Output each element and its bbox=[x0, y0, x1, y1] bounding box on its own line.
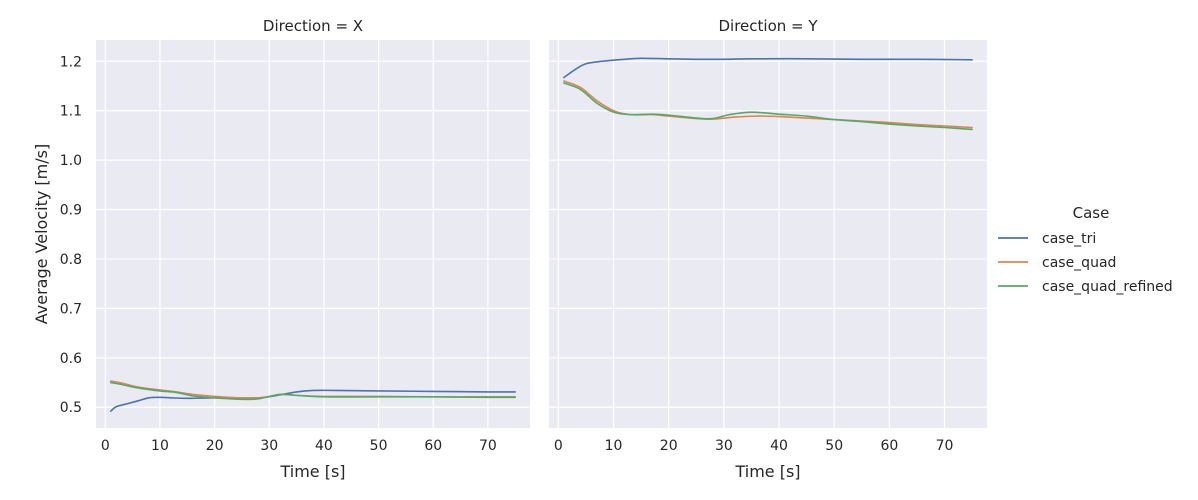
y-tick-label-0.6: 0.6 bbox=[60, 351, 82, 367]
y-tick-label-0.8: 0.8 bbox=[60, 252, 82, 268]
legend-title: Case bbox=[1073, 204, 1110, 222]
x-ticks-x: 0 10 20 30 40 50 60 70 bbox=[101, 438, 497, 454]
y-tick-label-1: 1.0 bbox=[60, 153, 82, 169]
y-tick-label-1.1: 1.1 bbox=[60, 104, 82, 120]
legend-label-case-tri: case_tri bbox=[1042, 231, 1096, 247]
x-tick-label-30: 30 bbox=[715, 438, 733, 454]
x-tick-label-60: 60 bbox=[880, 438, 898, 454]
lines-x bbox=[109, 380, 517, 412]
plot-area-y bbox=[549, 40, 987, 428]
x-axis-label-y: Time [s] bbox=[734, 462, 800, 481]
y-tick-label-0.5: 0.5 bbox=[60, 400, 82, 416]
x-tick-label-30: 30 bbox=[260, 438, 278, 454]
x-tick-label-20: 20 bbox=[206, 438, 224, 454]
legend-items: case_tri case_quad case_quad_refined bbox=[998, 231, 1173, 295]
facet-title-x: Direction = X bbox=[263, 17, 363, 35]
x-tick-label-60: 60 bbox=[424, 438, 442, 454]
panel-direction-x: Direction = X 0 10 20 30 40 50 60 70 0.50.60.70… bbox=[60, 17, 530, 481]
x-tick-label-0: 0 bbox=[101, 438, 110, 454]
plot-area-x bbox=[96, 40, 530, 428]
x-tick-label-40: 40 bbox=[770, 438, 788, 454]
series-line-case-quad-refined-x bbox=[109, 381, 517, 401]
facet-title-y: Direction = Y bbox=[718, 17, 818, 35]
series-line-case-quad-refined-y bbox=[563, 82, 973, 131]
lines-y bbox=[563, 57, 973, 131]
legend-label-case-quad-refined: case_quad_refined bbox=[1042, 279, 1173, 295]
series-line-case-quad-y bbox=[563, 80, 973, 129]
y-tick-label-0.9: 0.9 bbox=[60, 203, 82, 219]
legend-item-case-quad-refined: case_quad_refined bbox=[998, 279, 1173, 295]
x-tick-label-70: 70 bbox=[479, 438, 497, 454]
grid-y bbox=[549, 40, 987, 428]
legend-item-case-quad: case_quad bbox=[998, 255, 1116, 271]
legend-item-case-tri: case_tri bbox=[998, 231, 1096, 247]
x-axis-label-x: Time [s] bbox=[279, 462, 345, 481]
y-ticks-x: 0.5 0.6 0.7 0.8 0.9 1.0 1.1 1.2 bbox=[60, 54, 82, 416]
legend: Case case_tri case_quad case_quad_refined bbox=[998, 204, 1173, 295]
x-tick-label-10: 10 bbox=[605, 438, 623, 454]
x-tick-label-70: 70 bbox=[936, 438, 954, 454]
x-ticks-y: 0 10 20 30 40 50 60 70 bbox=[554, 438, 954, 454]
y-tick-label-1.2: 1.2 bbox=[60, 54, 82, 70]
y-axis-label: Average Velocity [m/s] bbox=[32, 144, 51, 324]
x-tick-label-0: 0 bbox=[554, 438, 563, 454]
x-tick-label-50: 50 bbox=[370, 438, 388, 454]
y-tick-label-0.7: 0.7 bbox=[60, 301, 82, 317]
series-line-case-tri-y bbox=[563, 57, 973, 79]
panel-direction-y: Direction = Y 0 10 20 30 40 50 60 70 Time [s] bbox=[549, 17, 987, 481]
x-tick-label-50: 50 bbox=[825, 438, 843, 454]
x-tick-label-10: 10 bbox=[151, 438, 169, 454]
x-tick-label-40: 40 bbox=[315, 438, 333, 454]
grid-x bbox=[96, 40, 530, 428]
x-tick-label-20: 20 bbox=[660, 438, 678, 454]
legend-label-case-quad: case_quad bbox=[1042, 255, 1116, 271]
